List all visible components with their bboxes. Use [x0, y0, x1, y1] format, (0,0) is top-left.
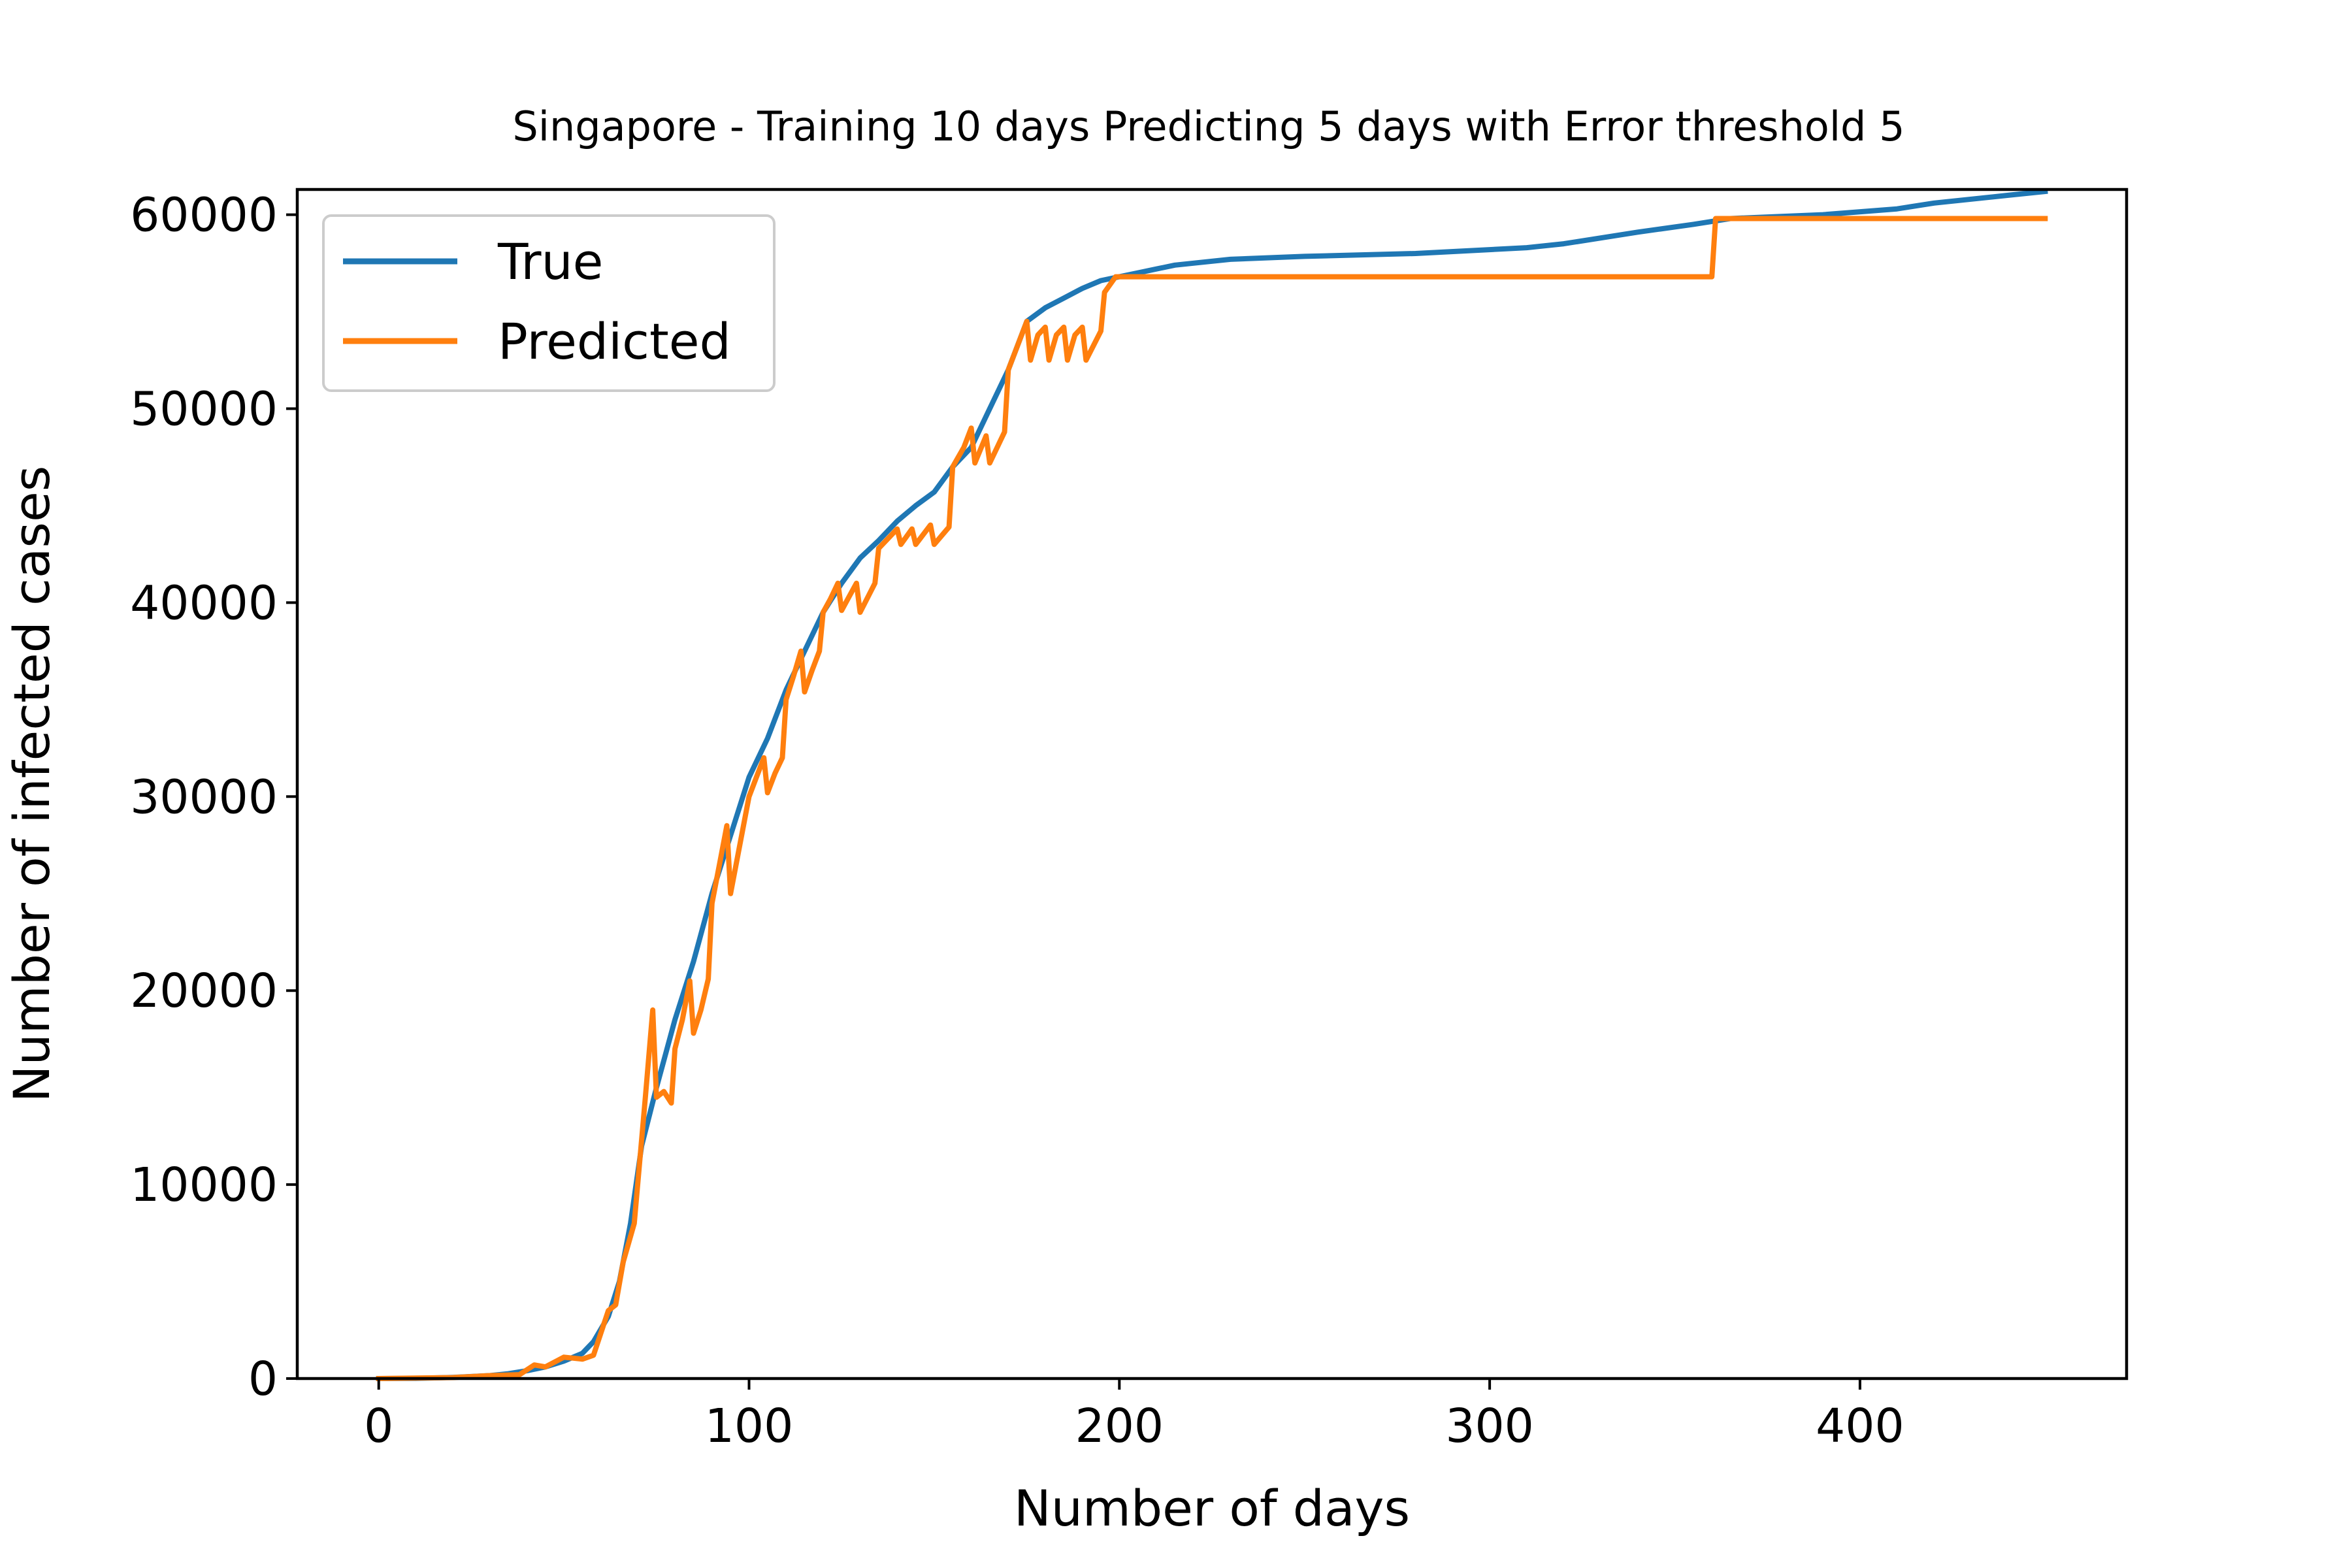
plot-frame	[295, 188, 2129, 1380]
y-tick-label: 10000	[130, 1158, 278, 1212]
legend-label-predicted: Predicted	[498, 312, 731, 370]
y-tick-label: 40000	[130, 576, 278, 630]
y-axis: 0 10000 20000 30000 40000 50000 60000	[130, 188, 297, 1406]
x-tick-label: 0	[364, 1399, 393, 1453]
y-tick-label: 50000	[130, 382, 278, 436]
y-tick-label: 30000	[130, 770, 278, 824]
legend: True Predicted	[322, 214, 776, 392]
x-tick-label: 300	[1445, 1399, 1534, 1453]
x-tick-label: 100	[705, 1399, 794, 1453]
x-axis: 0 100 200 300 400	[364, 1379, 1904, 1453]
chart-title: Singapore - Training 10 days Predicting …	[512, 103, 1904, 150]
y-tick-label: 20000	[130, 964, 278, 1018]
x-tick-label: 200	[1075, 1399, 1164, 1453]
series-line-predicted	[376, 216, 2048, 1382]
legend-label-true: True	[497, 233, 603, 291]
series-layer	[376, 188, 2048, 1382]
x-axis-label: Number of days	[1014, 1479, 1410, 1537]
y-tick-label: 60000	[130, 188, 278, 242]
x-tick-label: 400	[1816, 1399, 1904, 1453]
y-axis-label: Number of infected cases	[3, 466, 61, 1103]
y-tick-label: 0	[248, 1352, 278, 1406]
